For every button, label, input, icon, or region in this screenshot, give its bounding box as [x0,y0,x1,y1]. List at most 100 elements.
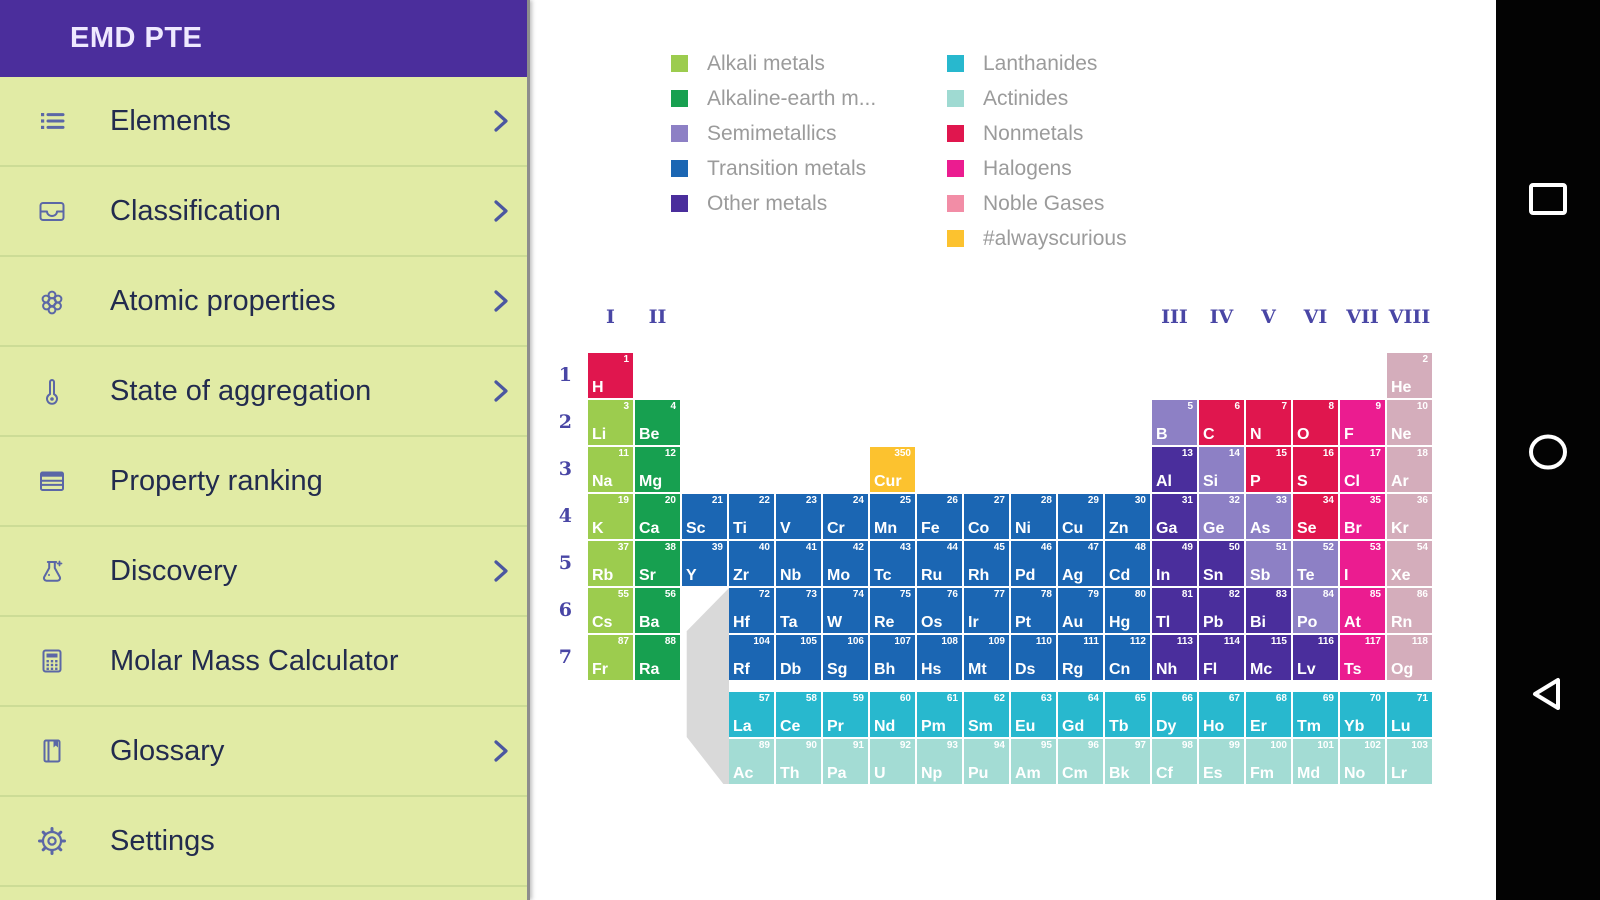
element-cell-Bh[interactable]: 107 Bh [870,635,915,680]
element-cell-Mc[interactable]: 115 Mc [1246,635,1291,680]
element-cell-Eu[interactable]: 63 Eu [1011,692,1056,737]
element-cell-Po[interactable]: 84 Po [1293,588,1338,633]
element-cell-Zr[interactable]: 40 Zr [729,541,774,586]
element-cell-Ho[interactable]: 67 Ho [1199,692,1244,737]
element-cell-Pr[interactable]: 59 Pr [823,692,868,737]
back-triangle-icon[interactable] [1528,675,1568,713]
element-cell-Tm[interactable]: 69 Tm [1293,692,1338,737]
element-cell-U[interactable]: 92 U [870,739,915,784]
element-cell-Lu[interactable]: 71 Lu [1387,692,1432,737]
element-cell-Bk[interactable]: 97 Bk [1105,739,1150,784]
element-cell-Sm[interactable]: 62 Sm [964,692,1009,737]
element-cell-In[interactable]: 49 In [1152,541,1197,586]
element-cell-Dy[interactable]: 66 Dy [1152,692,1197,737]
sidebar-item-settings[interactable]: Settings [0,797,527,887]
element-cell-Cm[interactable]: 96 Cm [1058,739,1103,784]
element-cell-Cd[interactable]: 48 Cd [1105,541,1150,586]
sidebar-item-elements[interactable]: Elements [0,77,527,167]
element-cell-Th[interactable]: 90 Th [776,739,821,784]
element-cell-Nb[interactable]: 41 Nb [776,541,821,586]
element-cell-Db[interactable]: 105 Db [776,635,821,680]
element-cell-Pa[interactable]: 91 Pa [823,739,868,784]
element-cell-Ag[interactable]: 47 Ag [1058,541,1103,586]
element-cell-Xe[interactable]: 54 Xe [1387,541,1432,586]
element-cell-Re[interactable]: 75 Re [870,588,915,633]
element-cell-Fm[interactable]: 100 Fm [1246,739,1291,784]
element-cell-Og[interactable]: 118 Og [1387,635,1432,680]
element-cell-Pd[interactable]: 46 Pd [1011,541,1056,586]
element-cell-Ti[interactable]: 22 Ti [729,494,774,539]
element-cell-Ce[interactable]: 58 Ce [776,692,821,737]
element-cell-Np[interactable]: 93 Np [917,739,962,784]
element-cell-Cl[interactable]: 17 Cl [1340,447,1385,492]
element-cell-Ds[interactable]: 110 Ds [1011,635,1056,680]
element-cell-Gd[interactable]: 64 Gd [1058,692,1103,737]
element-cell-Tl[interactable]: 81 Tl [1152,588,1197,633]
element-cell-Hg[interactable]: 80 Hg [1105,588,1150,633]
element-cell-Ta[interactable]: 73 Ta [776,588,821,633]
element-cell-Fr[interactable]: 87 Fr [588,635,633,680]
element-cell-Ac[interactable]: 89 Ac [729,739,774,784]
element-cell-Yb[interactable]: 70 Yb [1340,692,1385,737]
element-cell-Sc[interactable]: 21 Sc [682,494,727,539]
element-cell-Ir[interactable]: 77 Ir [964,588,1009,633]
element-cell-Es[interactable]: 99 Es [1199,739,1244,784]
element-cell-Li[interactable]: 3 Li [588,400,633,445]
element-cell-Rh[interactable]: 45 Rh [964,541,1009,586]
element-cell-Bi[interactable]: 83 Bi [1246,588,1291,633]
element-cell-Se[interactable]: 34 Se [1293,494,1338,539]
element-cell-La[interactable]: 57 La [729,692,774,737]
element-cell-No[interactable]: 102 No [1340,739,1385,784]
element-cell-Be[interactable]: 4 Be [635,400,680,445]
element-cell-P[interactable]: 15 P [1246,447,1291,492]
element-cell-Te[interactable]: 52 Te [1293,541,1338,586]
element-cell-Cn[interactable]: 112 Cn [1105,635,1150,680]
element-cell-Md[interactable]: 101 Md [1293,739,1338,784]
element-cell-Ra[interactable]: 88 Ra [635,635,680,680]
element-cell-Pt[interactable]: 78 Pt [1011,588,1056,633]
home-circle-icon[interactable] [1527,432,1569,472]
element-cell-S[interactable]: 16 S [1293,447,1338,492]
element-cell-Sr[interactable]: 38 Sr [635,541,680,586]
element-cell-Am[interactable]: 95 Am [1011,739,1056,784]
element-cell-Si[interactable]: 14 Si [1199,447,1244,492]
element-cell-Na[interactable]: 11 Na [588,447,633,492]
element-cell-Nh[interactable]: 113 Nh [1152,635,1197,680]
element-cell-Cf[interactable]: 98 Cf [1152,739,1197,784]
sidebar-item-atomic-properties[interactable]: Atomic properties [0,257,527,347]
sidebar-item-property-ranking[interactable]: Property ranking [0,437,527,527]
element-cell-At[interactable]: 85 At [1340,588,1385,633]
element-cell-Mg[interactable]: 12 Mg [635,447,680,492]
element-cell-Kr[interactable]: 36 Kr [1387,494,1432,539]
element-cell-Co[interactable]: 27 Co [964,494,1009,539]
element-cell-Tc[interactable]: 43 Tc [870,541,915,586]
element-cell-Pm[interactable]: 61 Pm [917,692,962,737]
sidebar-item-discovery[interactable]: Discovery [0,527,527,617]
element-cell-Al[interactable]: 13 Al [1152,447,1197,492]
element-cell-Rg[interactable]: 111 Rg [1058,635,1103,680]
element-cell-Y[interactable]: 39 Y [682,541,727,586]
element-cell-As[interactable]: 33 As [1246,494,1291,539]
element-cell-Fl[interactable]: 114 Fl [1199,635,1244,680]
element-cell-Lr[interactable]: 103 Lr [1387,739,1432,784]
element-cell-Pu[interactable]: 94 Pu [964,739,1009,784]
element-cell-Rb[interactable]: 37 Rb [588,541,633,586]
element-cell-Cr[interactable]: 24 Cr [823,494,868,539]
element-cell-Br[interactable]: 35 Br [1340,494,1385,539]
element-cell-K[interactable]: 19 K [588,494,633,539]
element-cell-Mo[interactable]: 42 Mo [823,541,868,586]
element-cell-Rf[interactable]: 104 Rf [729,635,774,680]
element-cell-Hf[interactable]: 72 Hf [729,588,774,633]
recents-square-icon[interactable] [1527,181,1569,217]
element-cell-Sn[interactable]: 50 Sn [1199,541,1244,586]
element-cell-Pb[interactable]: 82 Pb [1199,588,1244,633]
element-cell-Au[interactable]: 79 Au [1058,588,1103,633]
sidebar-item-state-of-aggregation[interactable]: State of aggregation [0,347,527,437]
element-cell-Cur[interactable]: 350 Cur [870,447,915,492]
element-cell-Sb[interactable]: 51 Sb [1246,541,1291,586]
